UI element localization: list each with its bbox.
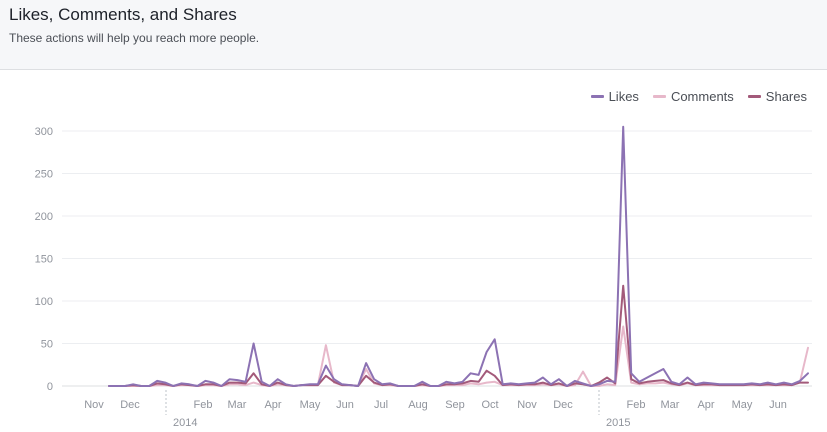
legend-swatch-likes — [590, 95, 604, 98]
y-tick-label: 250 — [35, 169, 53, 181]
year-label: 2014 — [173, 417, 197, 429]
x-tick-label: Feb — [627, 399, 646, 411]
y-tick-label: 150 — [35, 254, 53, 266]
legend-item-comments[interactable]: Comments — [652, 89, 734, 104]
x-tick-label: Feb — [194, 399, 213, 411]
y-tick-label: 300 — [35, 126, 53, 138]
series-line-comments[interactable] — [108, 325, 809, 387]
grid-lines — [62, 130, 812, 387]
x-tick-label: Aug — [408, 399, 428, 411]
x-tick-label: May — [300, 399, 321, 411]
legend-swatch-comments — [652, 95, 666, 98]
legend-label-comments: Comments — [670, 89, 734, 104]
chart-title: Likes, Comments, and Shares — [9, 5, 237, 24]
legend-item-shares[interactable]: Shares — [747, 89, 807, 104]
x-tick-label: Dec — [553, 399, 573, 411]
x-tick-label: Jun — [336, 399, 354, 411]
legend-label-likes: Likes — [608, 89, 639, 104]
y-axis: 0 50 100 150 200 250 300 — [35, 126, 53, 393]
series-lines — [108, 125, 809, 387]
x-tick-label: Apr — [697, 399, 714, 411]
series-line-likes[interactable] — [108, 125, 809, 387]
x-tick-label: Mar — [228, 399, 247, 411]
y-tick-label: 0 — [47, 381, 53, 393]
x-tick-label: Nov — [517, 399, 537, 411]
y-tick-label: 200 — [35, 211, 53, 223]
x-tick-label: Dec — [120, 399, 140, 411]
x-tick-label: Apr — [264, 399, 281, 411]
x-tick-label: May — [732, 399, 753, 411]
legend-item-likes[interactable]: Likes — [590, 89, 639, 104]
x-tick-label: Oct — [481, 399, 498, 411]
x-tick-label: Jul — [374, 399, 388, 411]
x-tick-label: Jun — [769, 399, 787, 411]
y-tick-label: 50 — [41, 339, 53, 351]
x-axis: Nov Dec Feb Mar Apr May Jun Jul Aug Sep Oct Nov Dec F… — [84, 390, 787, 429]
x-tick-label: Mar — [661, 399, 680, 411]
chart-header: Likes, Comments, and Shares These action… — [0, 0, 827, 70]
y-tick-label: 100 — [35, 296, 53, 308]
series-line-shares[interactable] — [108, 284, 809, 387]
legend-swatch-shares — [747, 95, 761, 98]
x-tick-label: Sep — [445, 399, 465, 411]
year-label: 2015 — [606, 417, 630, 429]
x-tick-label: Nov — [84, 399, 104, 411]
legend-label-shares: Shares — [765, 89, 807, 104]
chart-legend: Likes Comments Shares — [590, 89, 807, 104]
chart-subtitle: These actions will help you reach more p… — [9, 31, 260, 45]
